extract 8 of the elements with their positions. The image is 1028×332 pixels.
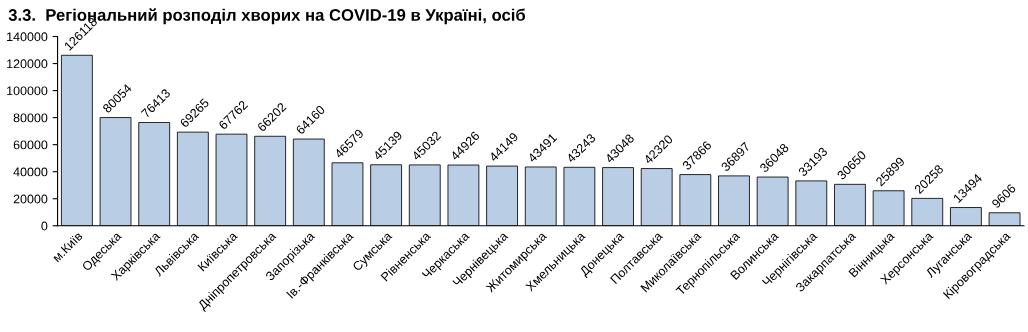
- y-tick-label: 80000: [13, 113, 48, 123]
- y-tick-label: 40000: [13, 167, 48, 177]
- y-tick-label: 140000: [7, 32, 48, 42]
- y-tick-label: 20000: [13, 194, 48, 204]
- y-tick-label: 0: [41, 221, 48, 231]
- y-tick-label: 100000: [7, 86, 48, 96]
- y-tick-label: 120000: [7, 59, 48, 69]
- y-tick-label: 60000: [13, 140, 48, 150]
